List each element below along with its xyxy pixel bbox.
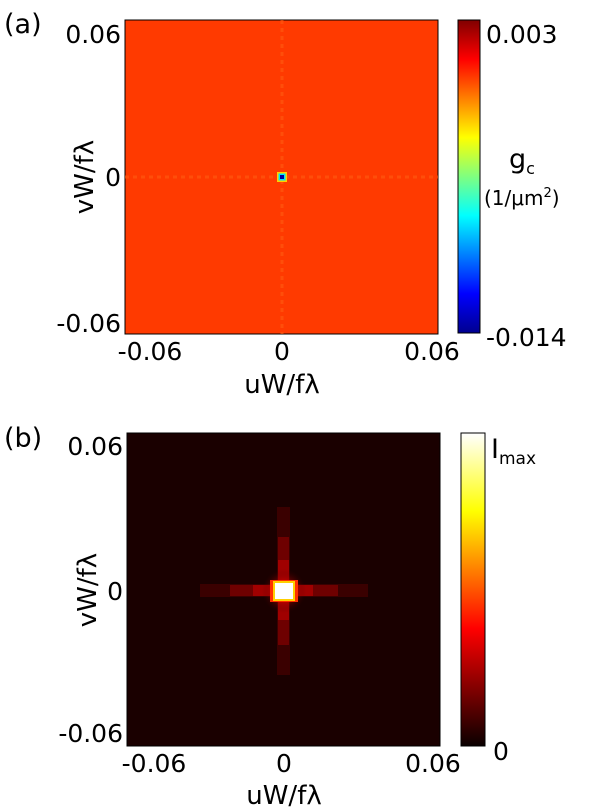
colorbar-a-max: 0.003 [486, 20, 558, 49]
panel-b: (b) 0.06 0 -0.06 -0.06 0 0.06 uW/fλ vW/f… [4, 423, 536, 808]
colorbar-a-title: gc [509, 144, 535, 178]
heatmap-a-peak [277, 172, 287, 182]
x-tick-b-mid: 0 [276, 749, 292, 778]
y-tick-b-top: 0.06 [67, 432, 123, 461]
y-tick-b-mid: 0 [107, 577, 123, 606]
x-tick-a-right: 0.06 [404, 337, 460, 366]
y-tick-a-mid: 0 [105, 163, 121, 192]
colorbar-a [457, 19, 481, 334]
y-axis-label-b: vW/fλ [73, 553, 103, 627]
x-tick-b-right: 0.06 [405, 749, 461, 778]
x-axis-label-a: uW/fλ [244, 370, 320, 400]
colorbar-b [460, 432, 486, 747]
colorbar-a-min: -0.014 [486, 323, 567, 352]
colorbar-b-max: Imax [491, 434, 536, 469]
x-axis-label-b: uW/fλ [246, 781, 322, 808]
y-tick-a-bottom: -0.06 [56, 309, 121, 338]
colorbar-b-min: 0 [493, 737, 509, 766]
colorbar-a-unit: (1/μm2) [484, 186, 560, 210]
y-axis-label-a: vW/fλ [70, 140, 100, 214]
y-tick-b-bottom: -0.06 [58, 719, 123, 748]
panel-label-b: (b) [4, 423, 42, 454]
x-tick-b-left: -0.06 [122, 749, 187, 778]
x-tick-a-mid: 0 [274, 337, 290, 366]
heatmap-b-pattern [200, 507, 368, 675]
panel-label-a: (a) [4, 9, 42, 40]
x-tick-a-left: -0.06 [118, 337, 183, 366]
y-tick-a-top: 0.06 [65, 20, 121, 49]
panel-a: (a) 0.06 0 -0.06 -0.06 0 0.06 uW/fλ vW/f… [4, 9, 567, 400]
